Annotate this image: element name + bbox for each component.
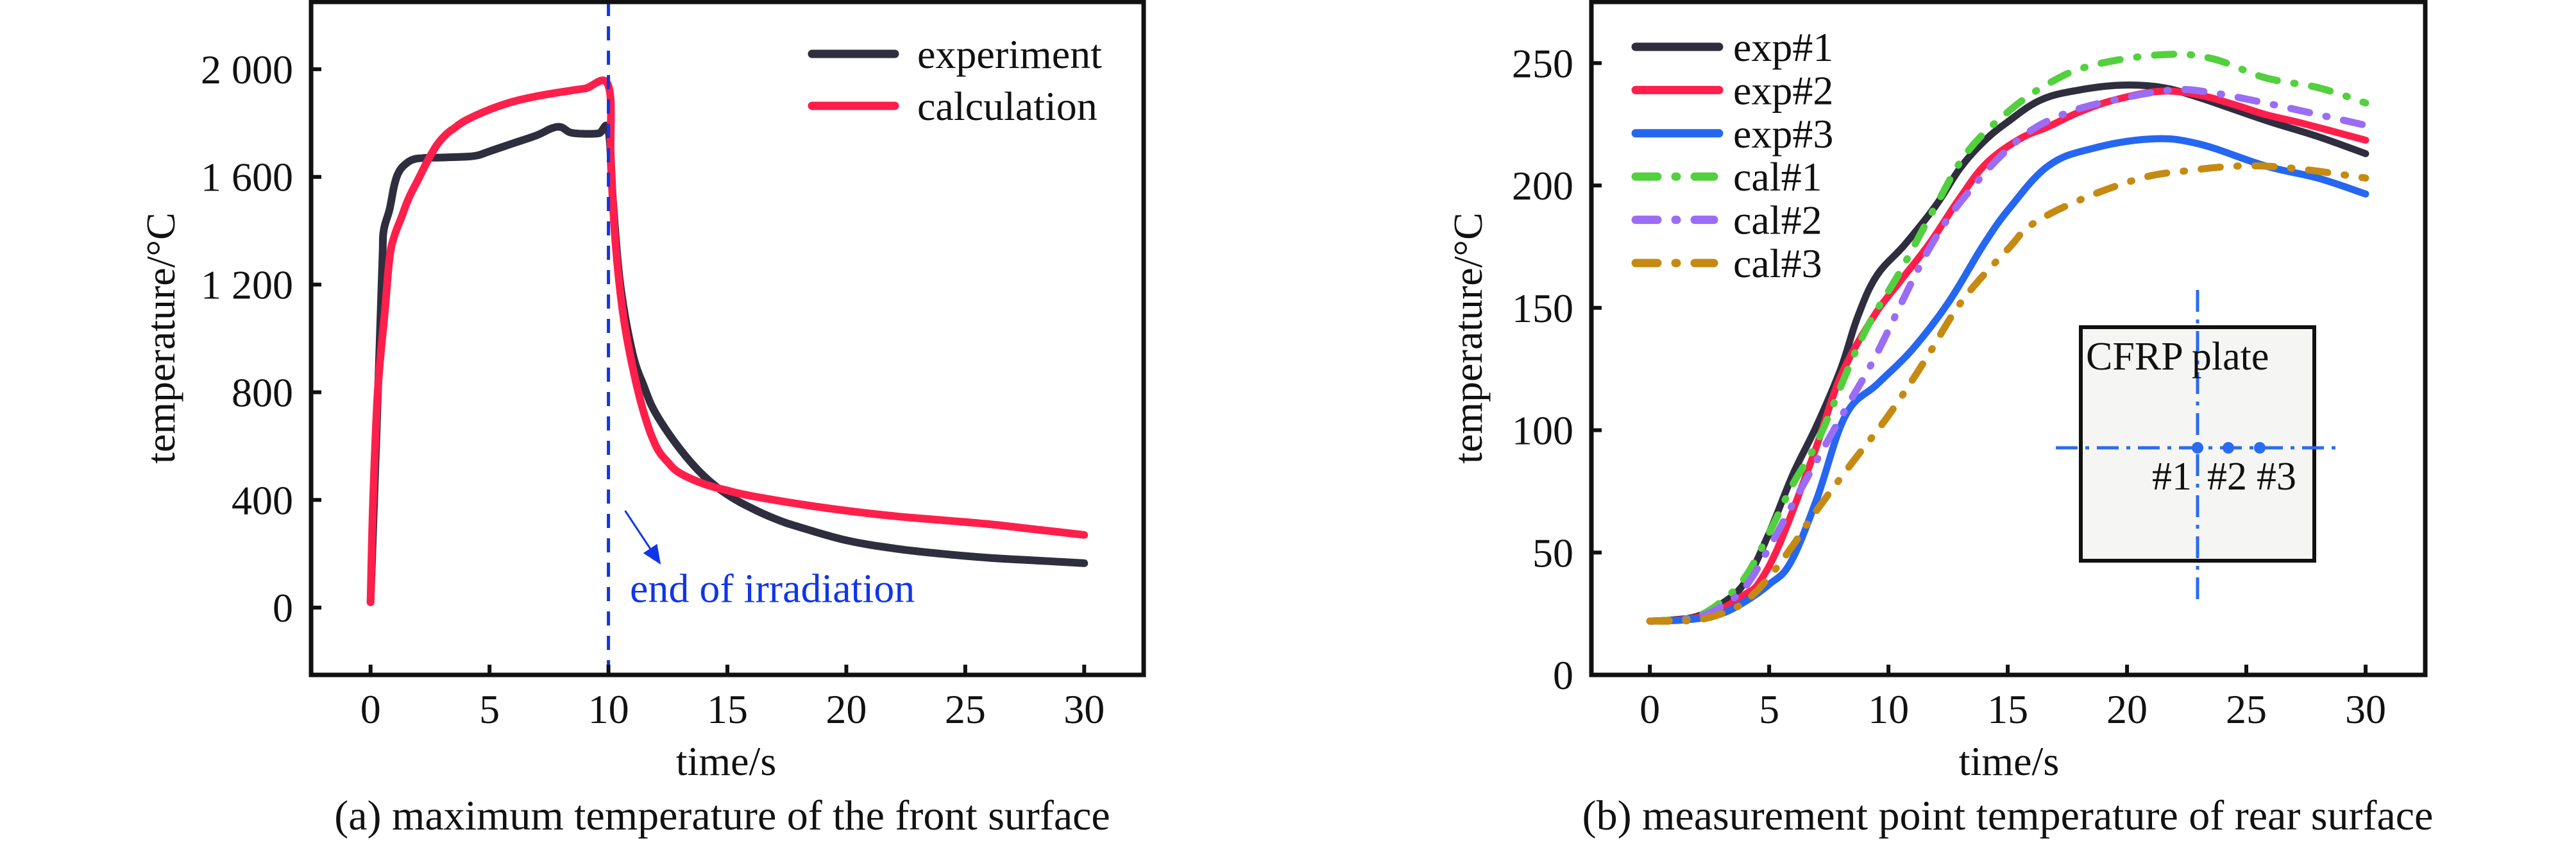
panel-a-chart: end of irradiation 0 5 10 15 20 25 30 0 400 800 1 … [138, 0, 1146, 839]
y-tick-label: 150 [1512, 285, 1573, 331]
panel-a-legend: experiment calculation [808, 31, 1102, 129]
legend-label: experiment [917, 31, 1102, 77]
legend-label: cal#2 [1733, 198, 1822, 243]
panel-a-y-axis-title: temperature/°C [138, 212, 183, 464]
x-tick-label: 15 [707, 686, 748, 732]
y-tick-label: 400 [232, 477, 293, 523]
legend-label: exp#3 [1733, 111, 1833, 157]
legend-label: cal#1 [1733, 154, 1822, 200]
panel-b-caption: (b) measurement point temperature of rea… [1582, 792, 2434, 839]
panel-b-ticks: 0 5 10 15 20 25 30 0 50 100 150 200 250 [1512, 40, 2386, 732]
y-tick-label: 800 [232, 370, 293, 415]
y-tick-label: 1 600 [201, 155, 293, 200]
panel-b-chart: CFRP plate #1 #2 #3 0 5 10 15 20 25 30 0 50 100 15… [1445, 0, 2434, 839]
x-tick-label: 15 [1987, 686, 2028, 732]
legend-label: calculation [917, 83, 1097, 129]
y-tick-label: 100 [1512, 408, 1573, 454]
x-tick-label: 25 [945, 686, 986, 732]
y-tick-label: 1 200 [201, 262, 293, 308]
measurement-point-3-label: #3 [2257, 455, 2296, 498]
measurement-point-2-label: #2 [2207, 455, 2247, 498]
measurement-point-1-label: #1 [2152, 455, 2192, 498]
panel-a-caption: (a) maximum temperature of the front sur… [334, 792, 1110, 839]
series-line-exp-3 [1646, 135, 2369, 625]
panel-a-annotations: end of irradiation [607, 2, 915, 675]
panel-b-y-axis-title: temperature/°C [1445, 212, 1491, 464]
x-tick-label: 5 [1759, 686, 1779, 732]
x-tick-label: 0 [360, 686, 381, 732]
x-tick-label: 0 [1640, 686, 1660, 732]
y-tick-label: 0 [1553, 652, 1573, 698]
cfrp-plate-inset: CFRP plate #1 #2 #3 [2056, 290, 2338, 606]
x-tick-label: 25 [2226, 686, 2267, 732]
arrow-head-icon [643, 543, 661, 565]
measurement-point-2-marker [2223, 442, 2234, 454]
panel-b-plot-area [1646, 50, 2369, 625]
end-of-irradiation-label: end of irradiation [630, 566, 915, 611]
y-tick-label: 250 [1512, 40, 1573, 86]
panel-a-plot-area [366, 76, 1089, 606]
legend-label: exp#2 [1733, 67, 1833, 113]
x-tick-label: 30 [1063, 686, 1105, 732]
x-tick-label: 20 [826, 686, 867, 732]
inset-title: CFRP plate [2086, 335, 2269, 379]
series-line-cal-2 [1646, 86, 2369, 625]
series-line-calculation [366, 76, 1089, 606]
x-tick-label: 10 [588, 686, 629, 732]
measurement-point-3-marker [2254, 442, 2266, 454]
x-tick-label: 10 [1868, 686, 1909, 732]
x-tick-label: 20 [2106, 686, 2148, 732]
y-tick-label: 200 [1512, 163, 1573, 209]
arrow-shaft [624, 510, 651, 549]
series-line-cal-1 [1646, 50, 2369, 625]
x-tick-label: 30 [2345, 686, 2386, 732]
legend-label: exp#1 [1733, 24, 1833, 70]
y-tick-label: 0 [273, 585, 293, 631]
y-tick-label: 2 000 [201, 47, 293, 92]
x-tick-label: 5 [479, 686, 500, 732]
series-line-experiment [366, 121, 1089, 606]
y-tick-label: 50 [1532, 530, 1573, 575]
legend-label: cal#3 [1733, 241, 1822, 286]
panel-b-x-axis-title: time/s [1959, 738, 2059, 784]
measurement-point-1-marker [2192, 442, 2203, 454]
panel-a-ticks: 0 5 10 15 20 25 30 0 400 800 1 200 1 600 2 000 [201, 47, 1105, 732]
series-line-cal-3 [1646, 162, 2369, 625]
panel-a-x-axis-title: time/s [676, 738, 776, 784]
